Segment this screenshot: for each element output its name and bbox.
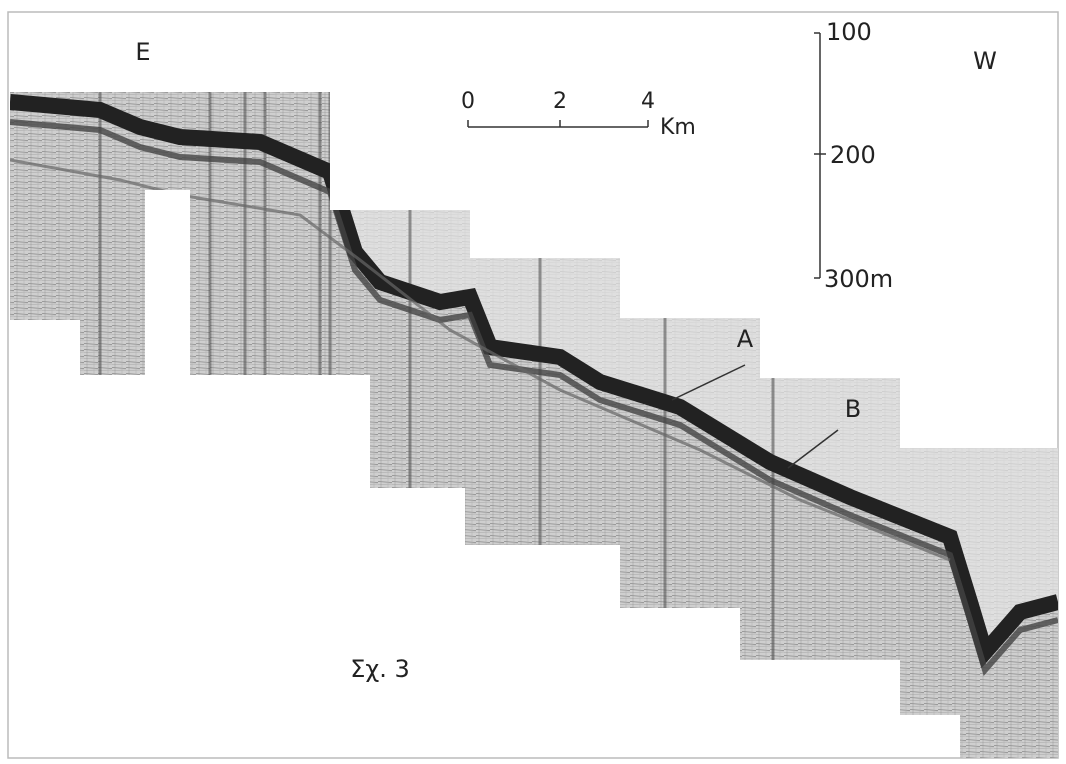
caption: Σχ. 3 (350, 655, 410, 683)
scale-tick-label: 0 (461, 89, 475, 114)
depth-tick-label: 200 (830, 141, 876, 169)
reflector-label: A (737, 325, 754, 353)
seismic-profile (0, 0, 1066, 764)
scale-tick-label: 2 (553, 89, 567, 114)
depth-tick-label: 100 (826, 18, 872, 46)
figure: E W 0 2 4 Km 100 200 300m A B Σχ. 3 (0, 0, 1066, 764)
east-label: E (135, 38, 150, 66)
west-label: W (973, 47, 997, 75)
scale-tick-label: 4 (641, 89, 655, 114)
scale-unit: Km (660, 115, 696, 140)
depth-tick-label: 300m (824, 265, 893, 293)
reflector-label: B (845, 395, 861, 423)
